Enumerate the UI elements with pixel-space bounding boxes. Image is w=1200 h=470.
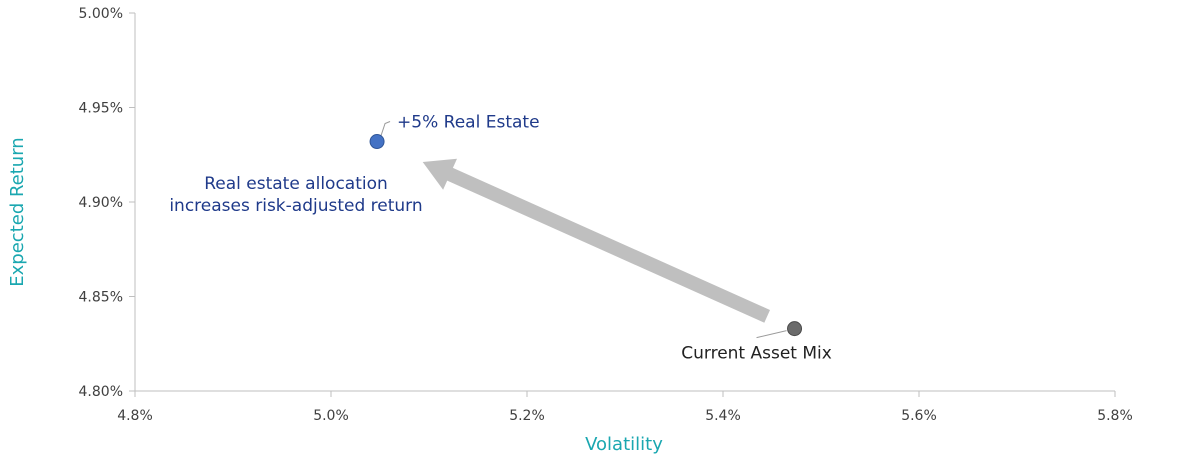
x-tick-label: 5.2% xyxy=(509,408,545,424)
annotation-line-1: Real estate allocation xyxy=(204,174,388,194)
x-axis-title: Volatility xyxy=(585,434,663,455)
improvement-arrow xyxy=(422,158,770,323)
data-point xyxy=(787,321,803,337)
y-axis-title: Expected Return xyxy=(7,137,28,286)
annotation-text: Real estate allocation increases risk-ad… xyxy=(169,174,422,216)
annotation-line-2: increases risk-adjusted return xyxy=(169,196,422,216)
point-label: +5% Real Estate xyxy=(397,113,539,133)
y-tick-label: 4.95% xyxy=(79,101,123,117)
x-tick-label: 5.4% xyxy=(705,408,741,424)
point-label: Current Asset Mix xyxy=(681,344,832,364)
y-tick-label: 4.80% xyxy=(79,384,123,400)
point-leader-line xyxy=(756,330,787,339)
x-tick-label: 5.6% xyxy=(901,408,937,424)
data-points: +5% Real Estate Current Asset Mix xyxy=(369,113,832,364)
x-tick-label: 4.8% xyxy=(117,408,153,424)
x-tick-label: 5.0% xyxy=(313,408,349,424)
x-axis-ticks: 4.8% 5.0% 5.2% 5.4% 5.6% 5.8% xyxy=(117,391,1133,424)
arrow-shape xyxy=(422,158,770,323)
y-tick-label: 4.90% xyxy=(79,195,123,211)
point-leader-line xyxy=(379,121,391,139)
data-point xyxy=(369,134,385,150)
y-axis-ticks: 4.80% 4.85% 4.90% 4.95% 5.00% xyxy=(79,6,135,400)
x-tick-label: 5.8% xyxy=(1097,408,1133,424)
y-tick-label: 4.85% xyxy=(79,290,123,306)
y-tick-label: 5.00% xyxy=(79,6,123,22)
